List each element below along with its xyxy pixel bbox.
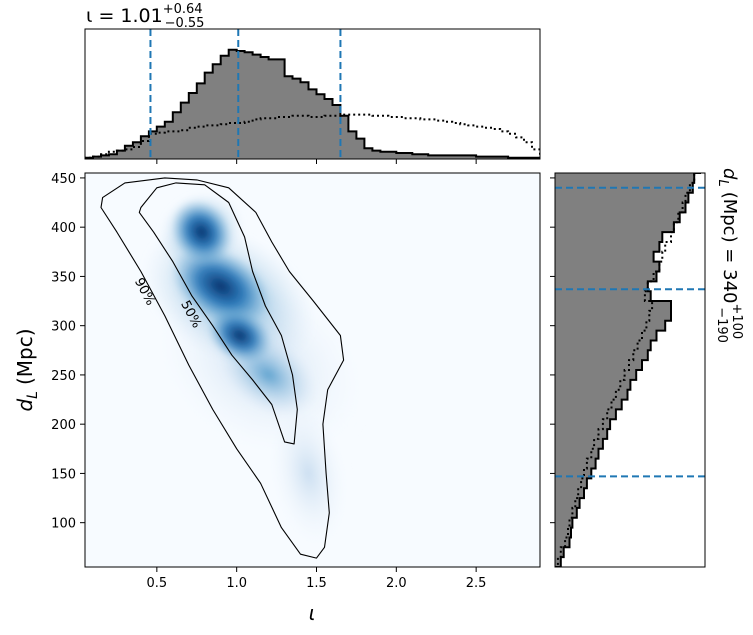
density-blob	[170, 199, 233, 265]
y-tick-label: 300	[51, 320, 76, 335]
right-title-sub-L: L	[715, 179, 730, 186]
joint-panel: 90%50% 0.5 1.0 1.5 2.0 2.5 10015020025030035…	[13, 172, 541, 625]
x-axis-label: ι	[309, 601, 316, 625]
y-tick-label: 150	[51, 467, 76, 482]
right-title-d: d	[719, 168, 740, 180]
right-title-rest: (Mpc) = 340	[719, 192, 740, 304]
right-marginal-panel: dL (Mpc) = 340+100−190	[550, 168, 744, 568]
right-panel-frame	[554, 172, 706, 568]
y-tick-label: 250	[51, 369, 76, 384]
density-heatmap	[141, 191, 372, 552]
right-posterior-fill	[555, 173, 700, 567]
x-tick-label: 0.5	[146, 576, 167, 591]
x-tick-label: 1.0	[226, 576, 247, 591]
y-tick-label: 200	[51, 418, 76, 433]
joint-panel-frame	[84, 172, 541, 568]
top-prior-outline	[85, 113, 540, 159]
x-tick-label: 2.5	[466, 576, 487, 591]
density-blob	[207, 307, 273, 364]
top-title-sub: −0.55	[165, 16, 205, 31]
contour-50pct	[138, 182, 298, 445]
y-label-sub: L	[25, 391, 41, 399]
top-posterior-fill	[85, 49, 540, 159]
density-blob	[170, 245, 271, 328]
right-prior-outline	[555, 173, 699, 567]
y-tick-label: 400	[51, 221, 76, 236]
y-tick-label: 350	[51, 270, 76, 285]
top-posterior-outline	[85, 48, 540, 159]
top-title-main: ι = 1.01	[86, 5, 163, 27]
right-panel-title: dL (Mpc) = 340+100−190	[714, 168, 744, 343]
top-panel-frame	[84, 28, 541, 160]
y-label-unit: (Mpc)	[13, 328, 37, 385]
x-tick-label: 1.5	[306, 576, 327, 591]
y-tick-label: 100	[51, 517, 76, 532]
top-marginal-panel: ι = 1.01+0.64 −0.55	[84, 2, 541, 164]
x-tick-label: 2.0	[386, 576, 407, 591]
top-title-sup: +0.64	[163, 2, 203, 17]
right-title-sub: −190	[714, 307, 729, 343]
contour-90pct	[100, 177, 345, 559]
top-panel-title: ι = 1.01+0.64 −0.55	[86, 2, 204, 31]
y-tick-label: 450	[51, 172, 76, 187]
y-axis-label: dL (Mpc)	[13, 328, 41, 411]
right-title-sup: +100	[729, 303, 744, 339]
y-label-d: d	[13, 399, 37, 412]
